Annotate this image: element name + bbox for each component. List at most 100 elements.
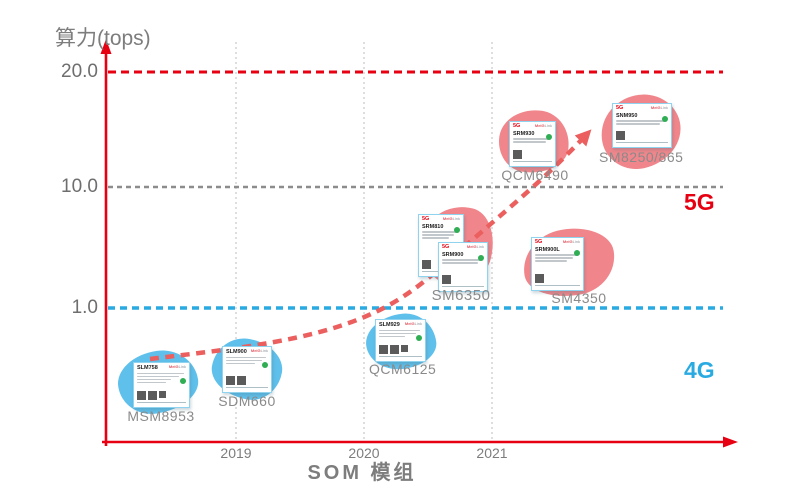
- meig-logo: MeiGLink: [650, 105, 668, 110]
- qr-codes: [535, 274, 580, 283]
- module-card: 5G MeiGLink SRM930: [509, 121, 556, 167]
- x-axis-title: SOM 模组: [307, 462, 417, 484]
- module-card: SLM758 MeiGLink: [133, 362, 190, 408]
- qr-code: [159, 391, 166, 398]
- module-caption: QCM6490: [501, 167, 569, 183]
- module-caption: MSM8953: [127, 408, 195, 424]
- qr-code: [401, 345, 408, 352]
- zone-label-4g: 4G: [684, 357, 715, 383]
- meig-logo: MeiGLink: [442, 216, 460, 221]
- text-line: [442, 262, 478, 264]
- module-caption: SM4350: [551, 290, 607, 306]
- x-tick-2021: 2021: [476, 445, 508, 461]
- y-axis-arrow-icon: [100, 39, 112, 54]
- 5g-badge: 5G: [513, 123, 521, 129]
- card-footer: [379, 355, 422, 360]
- y-tick-10: 10.0: [61, 176, 98, 197]
- qr-codes: [137, 391, 186, 400]
- text-line: [226, 359, 262, 362]
- text-line: [422, 234, 455, 236]
- qr-code: [148, 391, 157, 400]
- cert-check-icon: [478, 255, 484, 261]
- text-line: [513, 141, 547, 143]
- qr-code: [226, 376, 235, 385]
- module-card: SLM929 MeiGLink: [375, 319, 426, 362]
- y-axis-title: 算力(tops): [55, 27, 151, 50]
- meig-logo: MeiGLink: [250, 348, 268, 353]
- module-card-srm900: 5G MeiGLink SRM900: [438, 242, 488, 292]
- text-line: [137, 372, 184, 375]
- qr-codes: [226, 376, 268, 385]
- text-line: [137, 375, 179, 378]
- text-line: [535, 254, 578, 256]
- card-footer: [226, 386, 268, 391]
- cert-check-icon: [416, 335, 422, 341]
- x-axis-arrow-icon: [723, 436, 738, 448]
- card-model-label: SLM929: [379, 322, 400, 328]
- card-model-label: SLM900: [226, 349, 247, 355]
- 5g-badge: 5G: [422, 216, 430, 222]
- card-model-label: SLM758: [137, 365, 158, 371]
- qr-code: [422, 260, 431, 269]
- cert-check-icon: [546, 134, 552, 140]
- meig-logo: MeiGLink: [168, 364, 186, 369]
- cert-check-icon: [454, 227, 460, 233]
- 5g-badge: 5G: [442, 244, 450, 250]
- text-line: [379, 335, 405, 338]
- cert-check-icon: [574, 250, 580, 256]
- qr-codes: [442, 275, 484, 284]
- y-tick-20: 20.0: [61, 61, 98, 82]
- text-line: [137, 381, 167, 384]
- text-line: [513, 138, 551, 140]
- qr-codes: [379, 345, 422, 354]
- module-card: 5G MeiGLink SNM950: [612, 103, 672, 148]
- text-line: [442, 259, 482, 261]
- text-line: [137, 378, 172, 381]
- x-tick-2019: 2019: [220, 445, 252, 461]
- qr-code: [390, 345, 399, 354]
- module-caption: QCM6125: [369, 361, 437, 377]
- meig-logo: MeiGLink: [562, 239, 580, 244]
- text-line: [616, 123, 661, 125]
- 5g-badge: 5G: [616, 105, 624, 111]
- module-caption: SDM660: [218, 393, 276, 409]
- text-line: [226, 356, 266, 359]
- card-footer: [616, 141, 668, 146]
- text-line: [379, 329, 420, 332]
- module-caption: SM8250/865: [599, 149, 684, 165]
- qr-code: [535, 274, 544, 283]
- qr-code: [616, 131, 625, 140]
- module-card: SLM900 MeiGLink: [222, 346, 272, 393]
- card-footer: [535, 284, 580, 289]
- cert-check-icon: [662, 116, 668, 122]
- card-footer: [137, 401, 186, 406]
- qr-code: [379, 345, 388, 354]
- text-line: [535, 257, 574, 259]
- 5g-badge: 5G: [535, 239, 543, 245]
- meig-logo: MeiGLink: [466, 244, 484, 249]
- zone-label-5g: 5G: [684, 189, 715, 215]
- card-model-label: SNM950: [616, 112, 638, 119]
- qr-code: [137, 391, 146, 400]
- text-line: [226, 362, 256, 365]
- qr-codes: [513, 150, 552, 159]
- qr-code: [442, 275, 451, 284]
- text-line: [616, 120, 666, 122]
- text-line: [422, 237, 449, 239]
- module-caption: SM6350: [431, 287, 491, 304]
- meig-logo: MeiGLink: [404, 321, 422, 326]
- cert-check-icon: [180, 378, 186, 384]
- x-tick-2020: 2020: [348, 445, 380, 461]
- y-tick-1: 1.0: [71, 297, 98, 318]
- text-line: [535, 260, 567, 262]
- qr-codes: [616, 131, 668, 140]
- text-line: [422, 231, 459, 233]
- cert-check-icon: [262, 362, 268, 368]
- text-line: [379, 332, 416, 335]
- qr-code: [237, 376, 246, 385]
- card-footer: [513, 160, 552, 165]
- meig-logo: MeiGLink: [534, 123, 552, 128]
- module-card: 5G MeiGLink SRM900L: [531, 237, 584, 291]
